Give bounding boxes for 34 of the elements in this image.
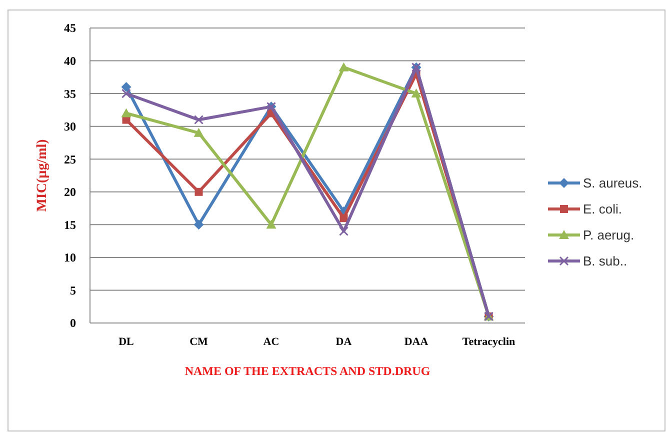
point: [194, 115, 204, 125]
x-tick-label: CM: [190, 336, 209, 348]
point: [339, 226, 348, 236]
x-tick-label: AC: [263, 336, 280, 348]
point: [121, 108, 132, 118]
y-tick-label: 10: [64, 250, 76, 265]
point: [266, 220, 276, 229]
legend-label: P. aerug.: [583, 228, 634, 243]
point: [340, 214, 348, 222]
legend-label: B. sub..: [583, 254, 628, 269]
legend-label: S. aureus.: [583, 176, 642, 191]
point: [121, 82, 132, 92]
legend-label: E. coli.: [583, 202, 622, 217]
y-tick-label: 35: [64, 86, 76, 101]
x-tick-label: Tetracyclin: [462, 336, 516, 348]
x-tick-label: DAA: [404, 336, 428, 348]
x-axis-title: NAME OF THE EXTRACTS AND STD.DRUG: [184, 364, 430, 378]
x-tick-label: DL: [118, 336, 134, 348]
point: [194, 188, 203, 196]
y-tick-label: 25: [64, 152, 76, 166]
y-tick-label: 30: [64, 120, 76, 134]
y-tick-label: 15: [64, 218, 76, 232]
point: [411, 88, 422, 98]
point: [338, 62, 349, 72]
y-tick-label: 5: [70, 283, 76, 298]
point: [194, 128, 204, 137]
y-tick-label: 0: [70, 316, 76, 330]
x-tick-label: DA: [336, 336, 352, 348]
y-axis-title: MIC(µg/ml): [35, 138, 50, 212]
y-tick-label: 40: [64, 54, 76, 68]
point: [194, 220, 204, 230]
point: [122, 88, 131, 98]
y-tick-label: 20: [64, 185, 76, 200]
y-tick-label: 45: [64, 21, 76, 36]
